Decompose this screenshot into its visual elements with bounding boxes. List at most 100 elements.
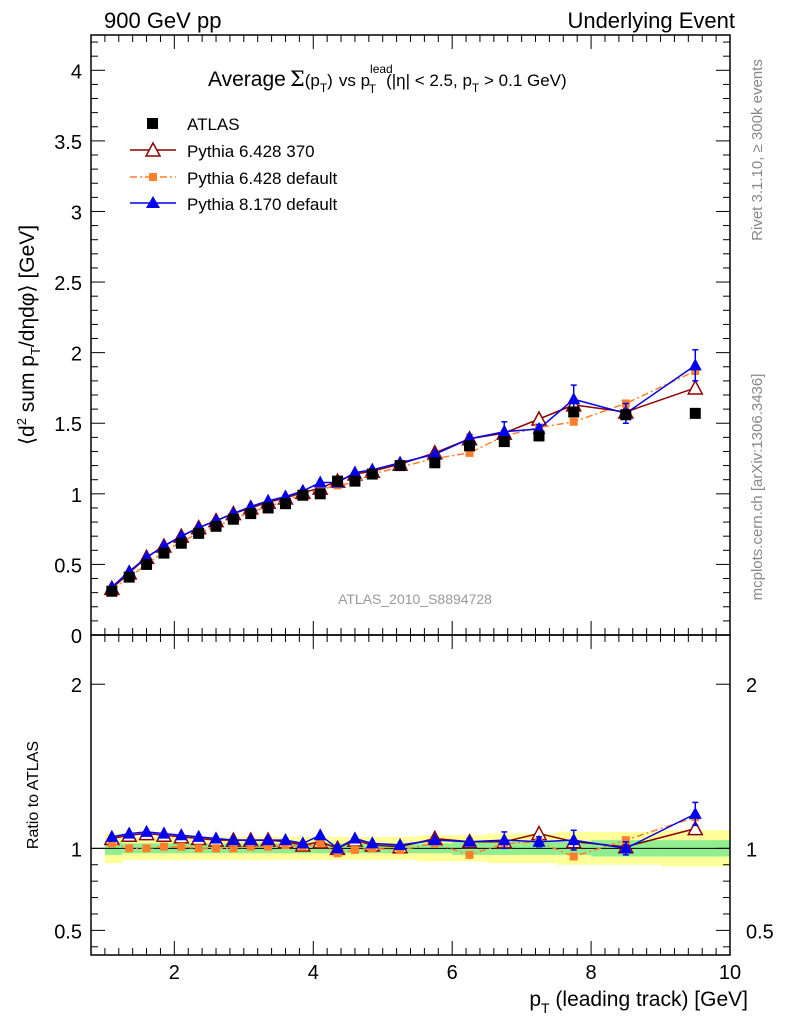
- data-point-p6_default: [246, 842, 255, 851]
- data-point-p6_370: [687, 820, 704, 836]
- data-point-p8: [209, 831, 223, 844]
- data-point-p6_default: [125, 844, 134, 853]
- data-point-atlas: [123, 571, 135, 583]
- data-point-p6_default: [229, 844, 238, 853]
- y-tick-label-ratio: 0.5: [54, 921, 82, 943]
- data-point-p8: [313, 475, 327, 488]
- data-point-atlas: [498, 436, 510, 448]
- data-point-atlas: [245, 508, 257, 520]
- data-point-atlas: [141, 558, 153, 570]
- series-line-p8-main: [111, 364, 696, 588]
- data-point-p8: [463, 834, 477, 847]
- data-point-p8: [428, 447, 442, 460]
- data-point-atlas: [158, 547, 170, 559]
- series-atlas: [106, 406, 701, 597]
- y-tick-label-main: 3: [71, 202, 82, 224]
- data-point-atlas: [620, 409, 632, 421]
- data-point-atlas: [332, 475, 344, 487]
- y-axis-label-main: ⟨d2 sum pT/dηdφ⟩ [GeV]: [14, 225, 43, 445]
- x-axis-label: pT (leading track) [GeV]: [529, 988, 748, 1016]
- y-tick-label-main: 2: [71, 344, 82, 366]
- data-point-atlas: [175, 537, 187, 549]
- data-point-atlas: [314, 488, 326, 500]
- data-point-p8: [140, 824, 154, 837]
- data-point-p6_default: [465, 850, 474, 859]
- series-line-p6_370-main: [111, 387, 696, 589]
- data-point-atlas: [297, 489, 309, 501]
- y-tick-label-main: 0.5: [54, 555, 82, 577]
- data-point-p8: [497, 424, 511, 437]
- data-point-atlas: [210, 520, 222, 532]
- rivet-label: Rivet 3.1.10, ≥ 300k events: [749, 59, 766, 241]
- data-point-p6_default: [107, 839, 116, 848]
- y-tick-label-main: 2.5: [54, 273, 82, 295]
- y-tick-label-ratio-right: 2: [746, 675, 757, 697]
- data-point-p8: [192, 829, 206, 842]
- legend-marker-p6-370: [144, 141, 162, 157]
- data-point-atlas: [394, 460, 406, 472]
- data-point-p6_default: [212, 844, 221, 853]
- data-point-p8: [122, 826, 136, 839]
- data-point-p6_default: [316, 839, 325, 848]
- data-point-atlas: [106, 585, 118, 597]
- data-point-p8: [348, 465, 362, 478]
- data-point-p6_default: [569, 852, 578, 861]
- y-tick-label-ratio: 2: [71, 675, 82, 697]
- y-tick-label-main: 1: [71, 485, 82, 507]
- data-point-p8: [567, 392, 581, 405]
- data-point-atlas: [193, 527, 205, 539]
- y-tick-label-main: 0: [71, 626, 82, 648]
- series-p6_370: [103, 379, 704, 856]
- legend-label-p6-default: Pythia 6.428 default: [187, 169, 338, 188]
- data-point-p6_default: [569, 417, 578, 426]
- y-tick-label-main: 1.5: [54, 414, 82, 436]
- data-point-p8: [244, 833, 258, 846]
- data-point-p6_default: [194, 844, 203, 853]
- data-point-atlas: [429, 457, 441, 469]
- x-tick-label: 8: [586, 962, 597, 984]
- ratio-plot-frame: [90, 634, 731, 956]
- data-point-p8: [393, 838, 407, 851]
- data-point-p8: [619, 841, 633, 854]
- data-point-p8: [331, 841, 345, 854]
- legend-marker-p8: [146, 196, 160, 208]
- data-point-atlas: [262, 502, 274, 514]
- legend-label-p8: Pythia 8.170 default: [187, 195, 338, 214]
- data-point-p6_default: [264, 842, 273, 851]
- legend: ATLAS Pythia 6.428 370 Pythia 6.428 defa…: [130, 115, 338, 214]
- data-point-p6_default: [350, 845, 359, 854]
- data-point-atlas: [279, 498, 291, 510]
- y-tick-label-ratio-right: 1: [746, 839, 757, 861]
- mcplots-label: mcplots.cern.ch [arXiv:1306.3436]: [749, 374, 766, 601]
- legend-label-atlas: ATLAS: [187, 115, 240, 134]
- data-point-p6_default: [465, 448, 474, 457]
- data-point-p8: [296, 836, 310, 849]
- series-line-p6_default-main: [111, 370, 696, 591]
- data-point-p8: [497, 833, 511, 846]
- data-point-p8: [567, 833, 581, 846]
- header-left: 900 GeV pp: [104, 8, 221, 33]
- y-tick-label-ratio: 1: [71, 839, 82, 861]
- data-point-p8: [688, 806, 702, 819]
- data-point-p8: [428, 833, 442, 846]
- series-p6_default: [107, 367, 700, 861]
- legend-label-p6-370: Pythia 6.428 370: [187, 142, 315, 161]
- data-point-p8: [174, 828, 188, 841]
- legend-marker-p6-default: [149, 173, 157, 181]
- data-point-p8: [278, 833, 292, 846]
- x-tick-label: 6: [447, 962, 458, 984]
- data-point-p8: [313, 828, 327, 841]
- data-series: [103, 349, 704, 861]
- data-point-p8: [157, 826, 171, 839]
- data-point-atlas: [689, 407, 701, 419]
- y-tick-label-main: 3.5: [54, 132, 82, 154]
- data-point-p6_default: [142, 844, 151, 853]
- data-point-atlas: [227, 513, 239, 525]
- data-point-p6_default: [177, 842, 186, 851]
- data-point-atlas: [533, 430, 545, 442]
- data-point-p8: [226, 833, 240, 846]
- data-point-atlas: [464, 440, 476, 452]
- x-tick-label: 2: [169, 962, 180, 984]
- x-tick-label: 10: [719, 962, 741, 984]
